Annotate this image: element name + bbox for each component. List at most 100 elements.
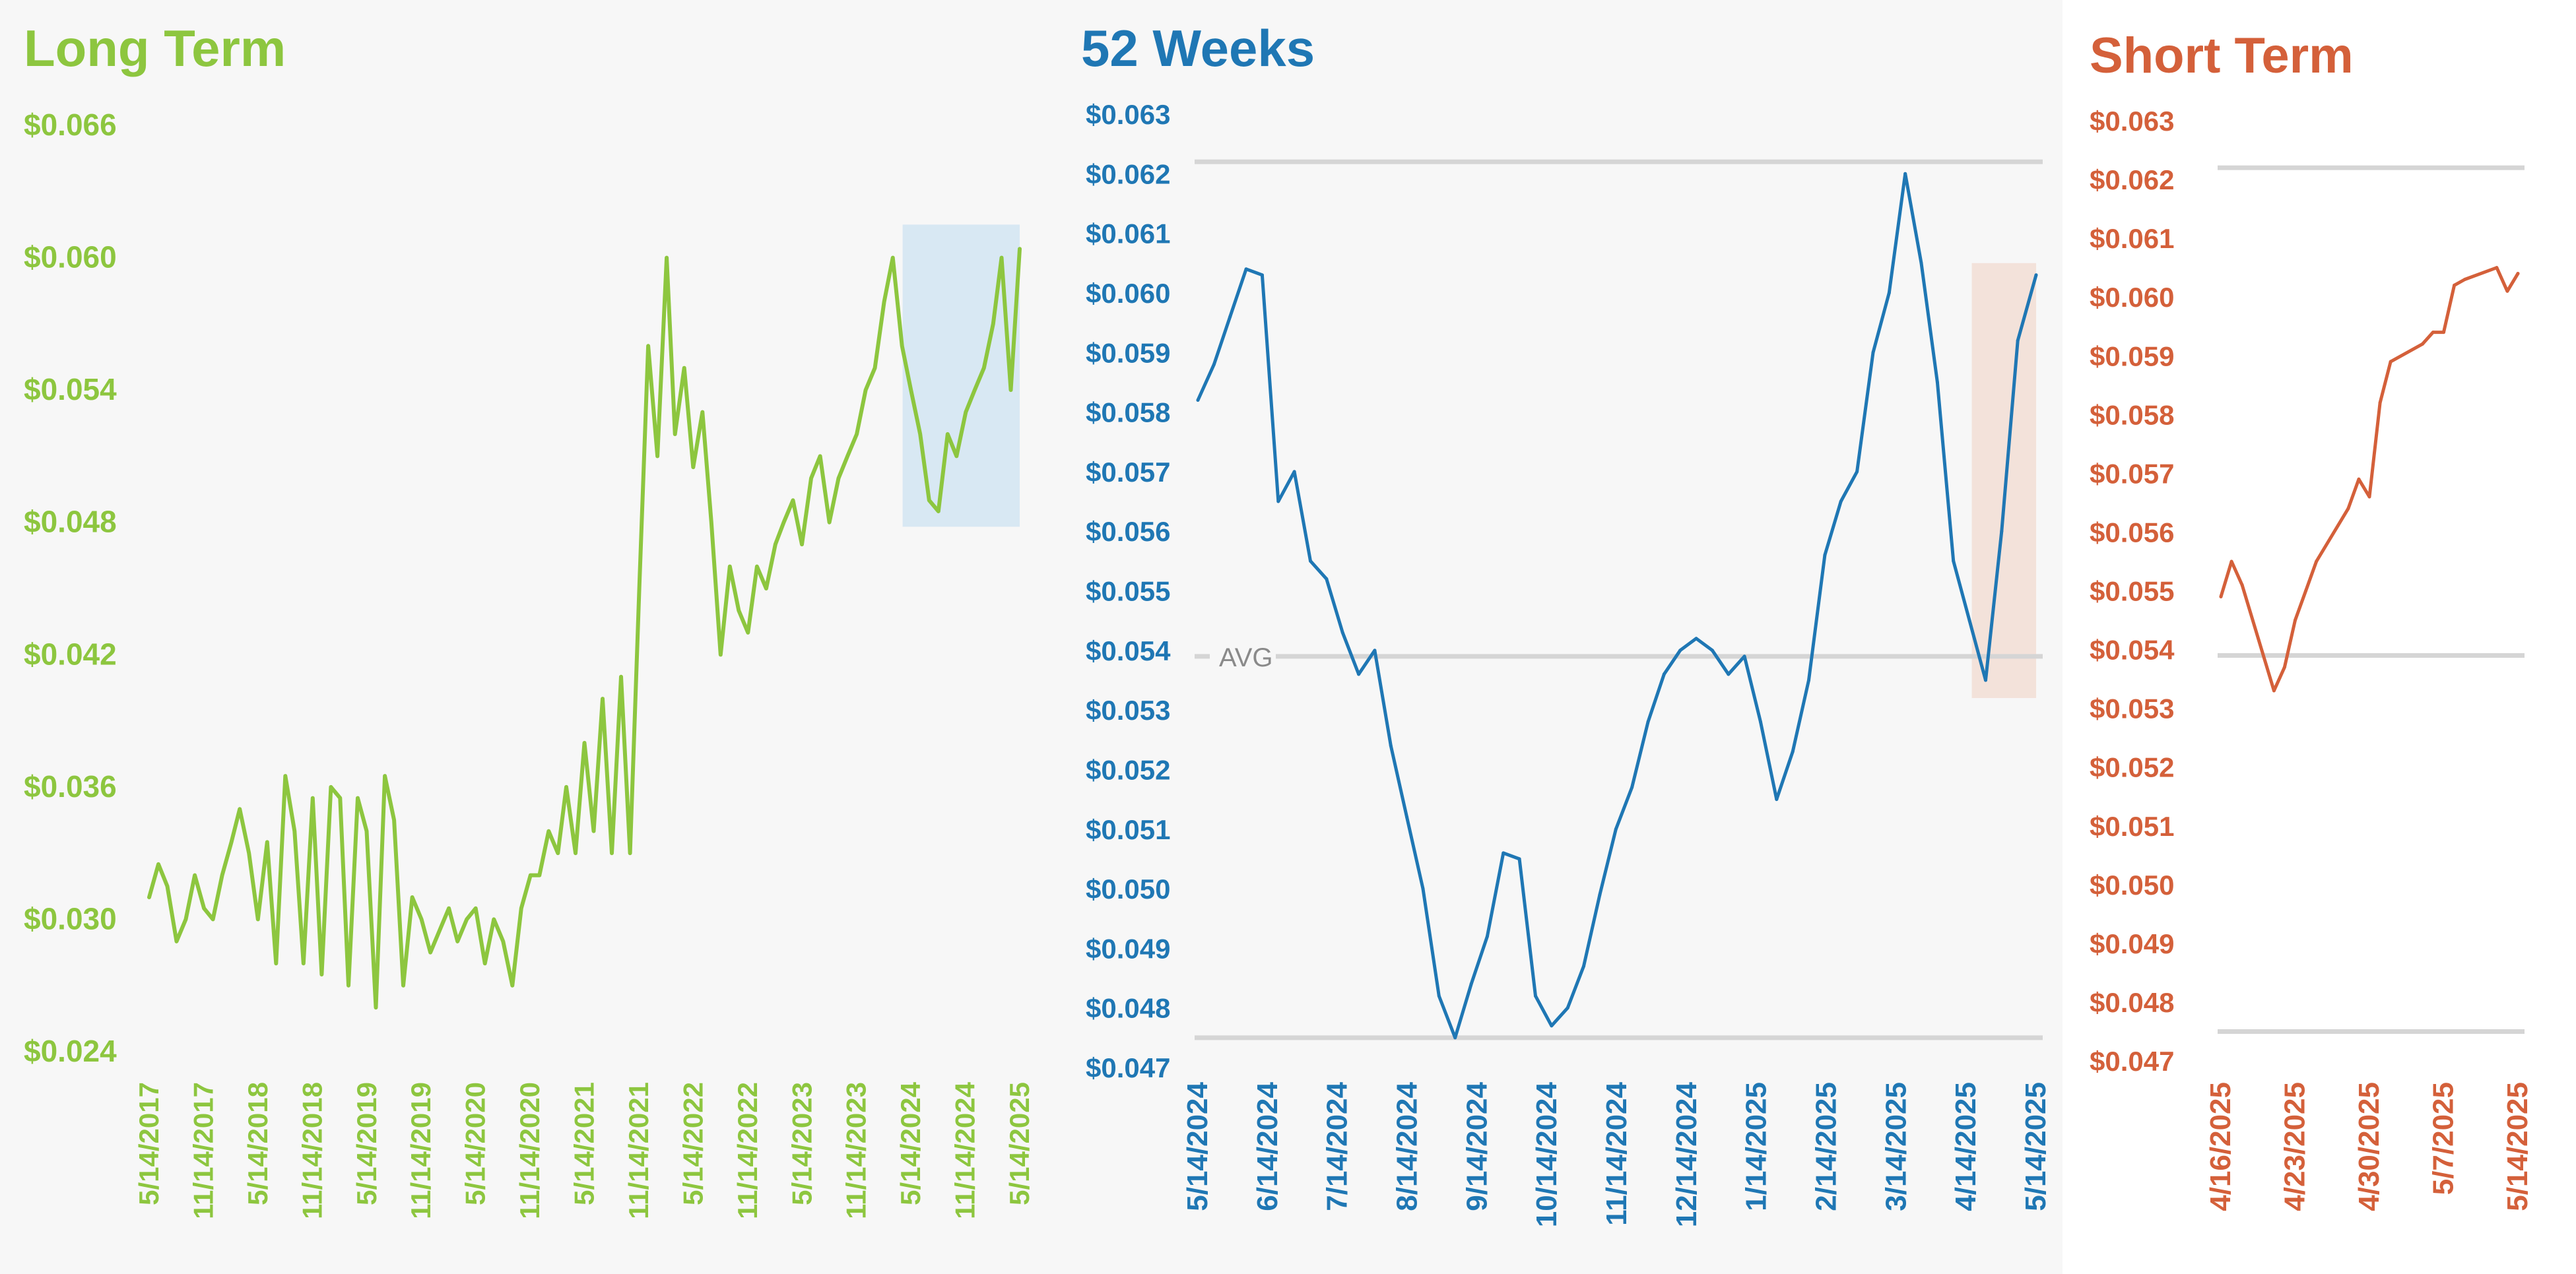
long-term-data-point — [474, 907, 478, 910]
52-weeks-data-point — [1855, 470, 1859, 474]
long-term-x-tick-label: 11/14/2022 — [732, 1082, 763, 1219]
long-term-data-point — [338, 796, 342, 800]
long-term-data-point — [564, 785, 568, 789]
52-weeks-data-point — [1212, 362, 1216, 366]
52-weeks-data-point — [1582, 964, 1586, 968]
short-term-data-point — [2367, 495, 2371, 499]
long-term-data-point — [800, 542, 804, 546]
short-term-x-tick-label: 4/23/2025 — [2279, 1082, 2311, 1211]
long-term-data-point — [900, 344, 904, 348]
long-term-data-point — [411, 895, 414, 899]
52-weeks-data-point — [1196, 398, 1200, 402]
short-term-data-point — [2272, 689, 2276, 693]
long-term-x-tick-label: 5/14/2023 — [786, 1082, 817, 1205]
long-term-data-point — [556, 851, 560, 855]
long-term-data-point — [628, 851, 632, 855]
long-term-data-point — [492, 917, 496, 921]
long-term-x-tick-label: 5/14/2025 — [1004, 1082, 1035, 1205]
long-term-data-point — [311, 796, 315, 800]
long-term-data-point — [455, 940, 459, 943]
long-term-data-point — [529, 874, 533, 877]
long-term-x-tick-label: 5/14/2020 — [460, 1082, 491, 1205]
long-term-data-point — [891, 256, 895, 260]
52-weeks-data-point — [1357, 672, 1361, 676]
long-term-data-point — [392, 818, 396, 822]
long-term-data-point — [791, 498, 795, 502]
short-term-y-tick-label: $0.049 — [2090, 928, 2174, 959]
short-term-panel-background — [2063, 0, 2576, 1274]
long-term-data-point — [991, 322, 995, 326]
52-weeks-y-tick-label: $0.051 — [1086, 814, 1170, 845]
long-term-data-point — [619, 675, 623, 679]
short-term-y-tick-label: $0.063 — [2090, 106, 2174, 137]
long-term-data-point — [837, 476, 841, 480]
short-term-y-tick-label: $0.061 — [2090, 223, 2174, 254]
short-term-x-tick-label: 5/14/2025 — [2501, 1082, 2534, 1211]
long-term-data-point — [1008, 388, 1012, 392]
long-term-data-point — [873, 366, 877, 370]
long-term-data-point — [374, 1005, 378, 1009]
long-term-data-point — [937, 509, 941, 513]
long-term-data-point — [737, 608, 741, 612]
short-term-data-point — [2282, 665, 2286, 669]
52-weeks-x-tick-label: 2/14/2025 — [1810, 1082, 1843, 1211]
long-term-data-point — [256, 917, 260, 921]
52-weeks-x-tick-label: 9/14/2024 — [1461, 1081, 1493, 1211]
long-term-x-tick-label: 5/14/2022 — [677, 1082, 708, 1205]
long-term-y-tick-label: $0.036 — [24, 769, 117, 804]
long-term-data-point — [764, 587, 768, 590]
long-term-data-point — [700, 410, 704, 414]
long-term-data-point — [927, 498, 931, 502]
long-term-data-point — [483, 961, 487, 965]
52-weeks-y-tick-label: $0.054 — [1086, 635, 1171, 666]
long-term-data-point — [638, 587, 642, 590]
52-weeks-data-point — [1502, 851, 1505, 855]
short-term-y-tick-label: $0.047 — [2090, 1046, 2174, 1077]
short-term-data-point — [2304, 589, 2308, 592]
long-term-data-point — [781, 521, 785, 525]
52-weeks-data-point — [1742, 654, 1746, 658]
long-term-data-point — [238, 807, 242, 811]
long-term-data-point — [319, 972, 323, 976]
52-weeks-x-tick-label: 3/14/2025 — [1880, 1082, 1912, 1211]
long-term-data-point — [302, 961, 306, 965]
short-term-y-tick-label: $0.053 — [2090, 693, 2174, 724]
52-weeks-data-point — [1308, 559, 1312, 563]
short-term-y-tick-label: $0.051 — [2090, 811, 2174, 842]
long-term-data-point — [845, 454, 849, 458]
short-term-data-point — [2219, 594, 2223, 598]
52-weeks-data-point — [1517, 857, 1521, 861]
long-term-y-tick-label: $0.030 — [24, 901, 117, 936]
long-term-data-point — [982, 366, 986, 370]
long-term-data-point — [855, 432, 859, 436]
52-weeks-data-point — [2000, 529, 2004, 533]
long-term-chart: Long Term $0.066 $0.060 $0.054 $0.048 $0.042 $… — [24, 19, 1035, 1219]
long-term-data-point — [202, 907, 206, 910]
long-term-data-point — [292, 829, 296, 833]
long-term-y-tick-label: $0.066 — [24, 108, 117, 142]
long-term-data-point — [501, 940, 505, 943]
long-term-data-point — [211, 917, 215, 921]
52-weeks-data-point — [1485, 934, 1489, 938]
long-term-data-point — [438, 928, 442, 932]
long-term-data-point — [755, 565, 759, 569]
52-weeks-data-point — [1646, 720, 1650, 724]
long-term-data-point — [193, 874, 197, 877]
52-weeks-data-point — [1727, 672, 1731, 676]
52-weeks-data-point — [1758, 720, 1762, 724]
short-term-data-point — [2516, 272, 2520, 276]
52-weeks-y-tick-label: $0.048 — [1086, 993, 1170, 1024]
long-term-x-tick-label: 5/14/2018 — [242, 1082, 273, 1205]
52-weeks-avg-label: AVG — [1219, 643, 1273, 672]
52-weeks-data-point — [1550, 1024, 1554, 1028]
52-weeks-y-tick-label: $0.052 — [1086, 754, 1170, 785]
long-term-data-point — [728, 565, 732, 569]
long-term-data-point — [809, 476, 813, 480]
long-term-data-point — [964, 410, 968, 414]
long-term-data-point — [510, 984, 514, 988]
52-weeks-y-tick-label: $0.063 — [1086, 99, 1170, 130]
short-term-data-point — [2346, 507, 2350, 511]
52-weeks-data-point — [1228, 315, 1232, 319]
short-term-title: Short Term — [2090, 28, 2354, 84]
long-term-data-point — [220, 874, 224, 877]
